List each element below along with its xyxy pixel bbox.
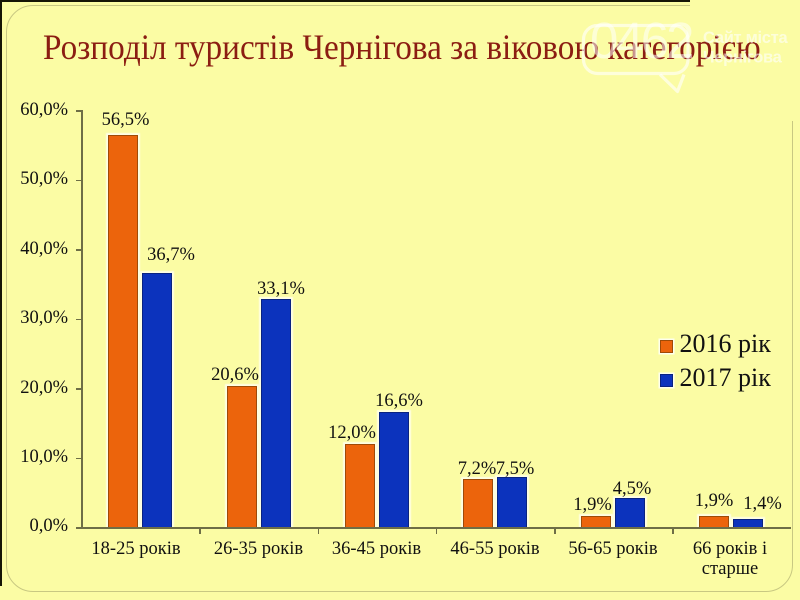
svg-text:Чернігова: Чернігова (703, 49, 783, 67)
svg-text:0462: 0462 (590, 12, 692, 69)
svg-text:Сайт міста: Сайт міста (703, 29, 788, 47)
